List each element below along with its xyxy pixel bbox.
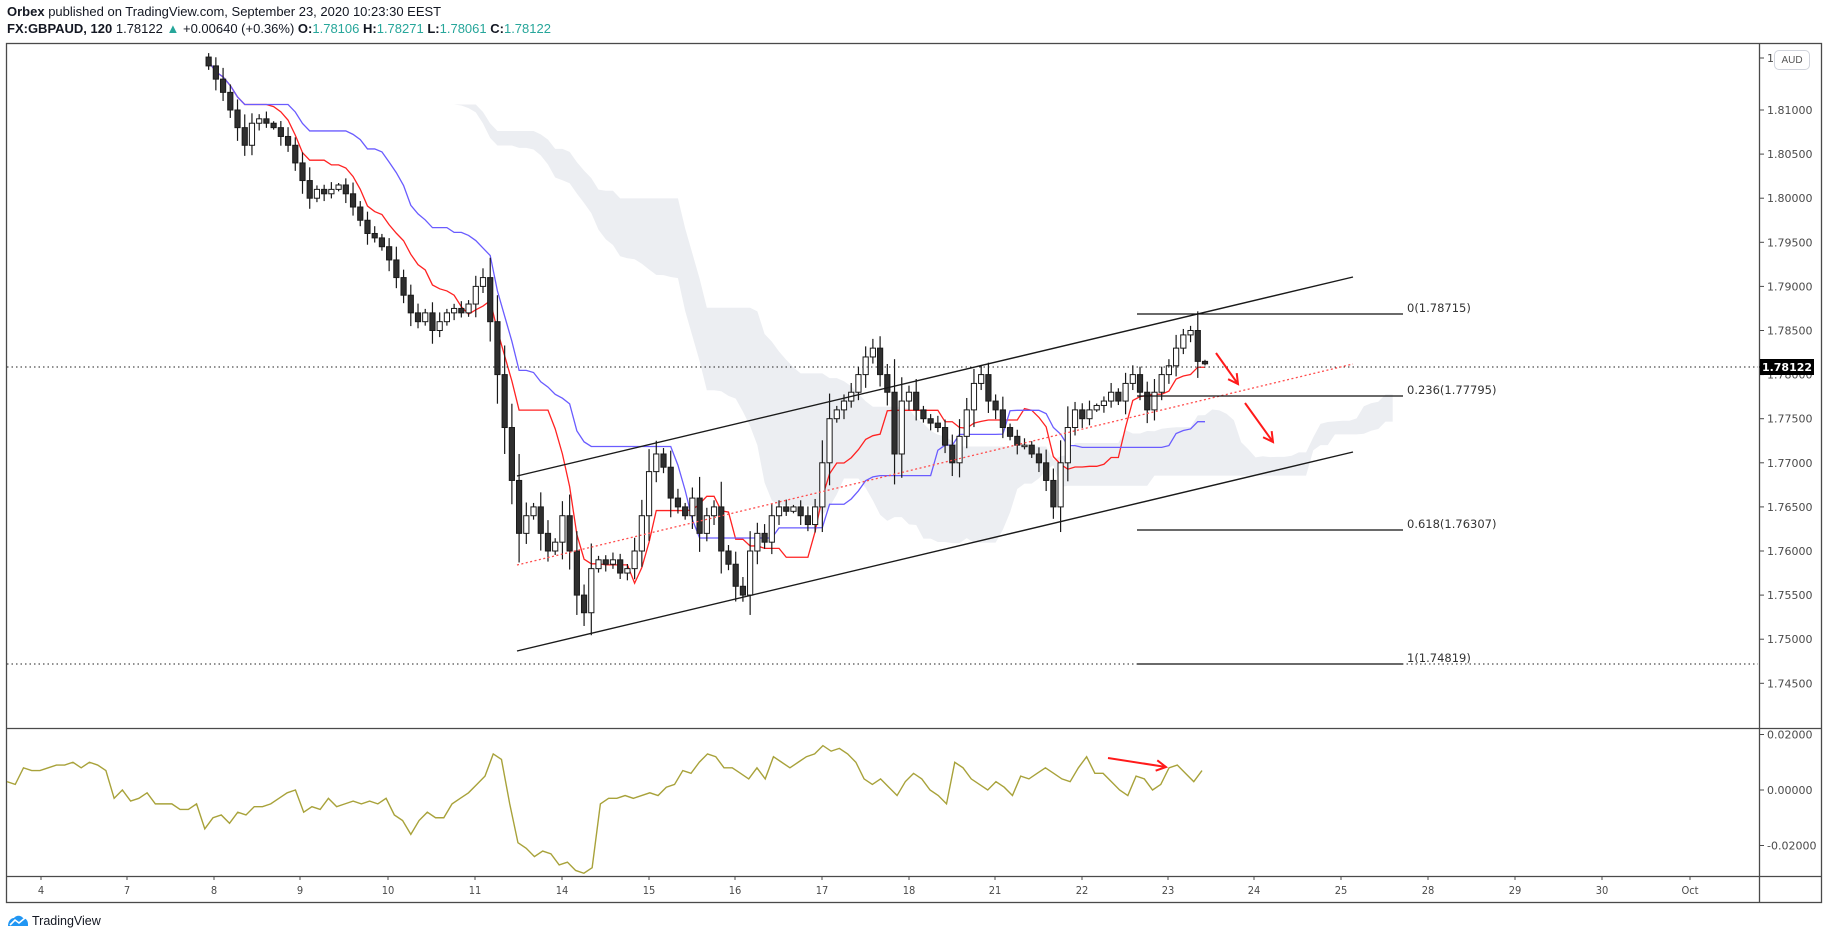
time-tick-label: 4 bbox=[38, 884, 44, 897]
price-tick-label: 1.79500 bbox=[1767, 236, 1813, 249]
low-label: L: bbox=[427, 21, 440, 36]
time-tick-label: 21 bbox=[989, 884, 1002, 897]
osc-tick-label: 0.00000 bbox=[1767, 784, 1813, 797]
price-tick-label: 1.77500 bbox=[1767, 413, 1813, 426]
osc-tick-label: -0.02000 bbox=[1767, 840, 1816, 853]
currency-badge[interactable]: AUD bbox=[1774, 50, 1810, 70]
change-value: +0.00640 (+0.36%) bbox=[182, 21, 295, 36]
drawings[interactable] bbox=[7, 276, 1759, 665]
symbol-legend: FX:GBPAUD, 120 1.78122 ▲ +0.00640 (+0.36… bbox=[7, 21, 551, 36]
time-tick-label: 24 bbox=[1248, 884, 1261, 897]
price-tick-label: 1.80500 bbox=[1767, 148, 1813, 161]
logo-text: TradingView bbox=[32, 914, 101, 928]
time-tick-label: 11 bbox=[469, 884, 482, 897]
oscillator-line bbox=[7, 744, 1203, 875]
time-tick-label: 7 bbox=[124, 884, 130, 897]
open-value: 1.78106 bbox=[312, 21, 360, 36]
candlesticks bbox=[205, 53, 1209, 636]
fib-level-label: 0.618(1.76307) bbox=[1407, 517, 1496, 531]
main-pane[interactable] bbox=[7, 53, 1759, 665]
published-text: published on TradingView.com, September … bbox=[48, 4, 442, 19]
time-tick-label: 29 bbox=[1509, 884, 1522, 897]
price-tick-label: 1.76000 bbox=[1767, 545, 1813, 558]
low-value: 1.78061 bbox=[439, 21, 487, 36]
time-tick-label: 16 bbox=[729, 884, 742, 897]
tradingview-logo[interactable]: TradingView bbox=[7, 914, 101, 928]
arrow-icon bbox=[1262, 430, 1275, 444]
channel-midline[interactable] bbox=[516, 363, 1354, 566]
arrow-icon bbox=[1227, 372, 1240, 386]
open-label: O: bbox=[297, 21, 313, 36]
price-tick-label: 1.78500 bbox=[1767, 325, 1813, 338]
price-tick-label: 1.79000 bbox=[1767, 280, 1813, 293]
up-triangle-icon: ▲ bbox=[166, 21, 180, 36]
high-value: 1.78271 bbox=[376, 21, 424, 36]
time-tick-label: 10 bbox=[382, 884, 395, 897]
oscillator-drawings[interactable] bbox=[1107, 757, 1169, 772]
fib-level-label: 0.236(1.77795) bbox=[1407, 383, 1496, 397]
price-tick-label: 1.81000 bbox=[1767, 104, 1813, 117]
time-tick-label: 28 bbox=[1422, 884, 1435, 897]
channel-lower-line[interactable] bbox=[516, 451, 1354, 652]
fib-level-label: 1(1.74819) bbox=[1407, 651, 1471, 665]
price-axis[interactable]: 1.81000 1.80500 1.80000 1.79500 1.79000 1.785… bbox=[1759, 52, 1813, 690]
fib-labels: 0(1.78715) 0.236(1.77795) 0.618(1.76307) 1(… bbox=[1407, 301, 1496, 665]
oscillator-axis[interactable]: 0.02000 0.00000 -0.02000 bbox=[1759, 729, 1816, 853]
time-tick-label: 25 bbox=[1335, 884, 1348, 897]
price-tick-label: 1.75000 bbox=[1767, 633, 1813, 646]
close-value: 1.78122 bbox=[503, 21, 551, 36]
tradingview-cloud-icon bbox=[8, 915, 28, 926]
publisher-name: Orbex bbox=[7, 4, 45, 19]
high-label: H: bbox=[363, 21, 377, 36]
symbol-label: FX:GBPAUD, 120 bbox=[7, 21, 113, 36]
close-label: C: bbox=[490, 21, 504, 36]
price-tick-label: 1.76500 bbox=[1767, 501, 1813, 514]
time-tick-label: 8 bbox=[211, 884, 217, 897]
time-tick-label: 22 bbox=[1076, 884, 1089, 897]
time-tick-label: 23 bbox=[1162, 884, 1175, 897]
time-tick-label: 18 bbox=[903, 884, 916, 897]
arrow-icon bbox=[1155, 759, 1169, 772]
price-tick-label: 1.77000 bbox=[1767, 457, 1813, 470]
price-tick-label: 1.74500 bbox=[1767, 677, 1813, 690]
oscillator-pane[interactable] bbox=[7, 744, 1203, 875]
time-axis[interactable]: 4 7 8 9 10 11 14 15 16 17 18 21 22 23 24 25 28 29 30 Oct bbox=[38, 876, 1699, 897]
price-tick-label: 1.75500 bbox=[1767, 589, 1813, 602]
fib-level-label: 0(1.78715) bbox=[1407, 301, 1471, 315]
time-tick-label: 17 bbox=[816, 884, 829, 897]
time-tick-label: 15 bbox=[643, 884, 656, 897]
time-tick-label: 14 bbox=[556, 884, 569, 897]
svg-text:1: 1 bbox=[1767, 52, 1774, 65]
last-price-label: 1.78122 bbox=[1760, 359, 1814, 375]
channel-upper-line[interactable] bbox=[516, 276, 1354, 477]
time-tick-label: 9 bbox=[297, 884, 303, 897]
time-tick-label: Oct bbox=[1681, 884, 1698, 897]
osc-tick-label: 0.02000 bbox=[1767, 729, 1813, 742]
price-tick-label: 1.80000 bbox=[1767, 192, 1813, 205]
time-tick-label: 30 bbox=[1596, 884, 1609, 897]
publish-info: Orbex published on TradingView.com, Sept… bbox=[7, 4, 441, 19]
chart-frame bbox=[5, 42, 1823, 904]
last-price-value: 1.78122 bbox=[115, 21, 163, 36]
